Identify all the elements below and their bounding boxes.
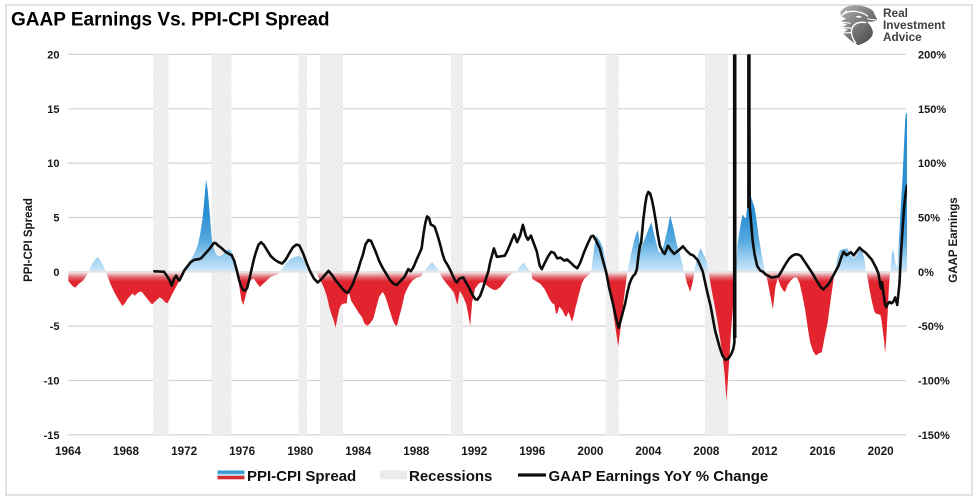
svg-text:1996: 1996 — [519, 445, 546, 458]
svg-text:2020: 2020 — [868, 445, 895, 458]
svg-text:Recessions: Recessions — [409, 468, 492, 485]
svg-text:2012: 2012 — [751, 445, 778, 458]
svg-text:100%: 100% — [918, 158, 946, 170]
svg-text:10: 10 — [47, 158, 59, 170]
svg-text:50%: 50% — [918, 213, 940, 225]
svg-text:2016: 2016 — [809, 445, 836, 458]
svg-text:150%: 150% — [918, 104, 946, 116]
svg-text:5: 5 — [53, 213, 59, 225]
svg-text:PPI-CPI Spread: PPI-CPI Spread — [23, 198, 35, 282]
svg-text:0%: 0% — [918, 267, 934, 279]
svg-text:200%: 200% — [918, 49, 946, 61]
svg-text:15: 15 — [47, 104, 59, 116]
svg-text:1984: 1984 — [345, 445, 372, 458]
svg-text:2000: 2000 — [577, 445, 604, 458]
svg-text:1992: 1992 — [461, 445, 488, 458]
svg-text:PPI-CPI Spread: PPI-CPI Spread — [247, 468, 356, 485]
svg-text:-5: -5 — [50, 321, 60, 333]
svg-text:1980: 1980 — [287, 445, 314, 458]
svg-text:1988: 1988 — [403, 445, 430, 458]
svg-text:-100%: -100% — [918, 376, 950, 388]
svg-text:1972: 1972 — [171, 445, 198, 458]
svg-text:1976: 1976 — [229, 445, 256, 458]
svg-text:2004: 2004 — [635, 445, 662, 458]
svg-text:-10: -10 — [44, 376, 60, 388]
svg-text:-15: -15 — [44, 430, 60, 442]
svg-text:Advice: Advice — [883, 30, 922, 44]
svg-text:GAAP Earnings YoY % Change: GAAP Earnings YoY % Change — [549, 468, 769, 485]
svg-text:Real: Real — [883, 6, 908, 20]
svg-text:-50%: -50% — [918, 321, 944, 333]
svg-text:GAAP Earnings: GAAP Earnings — [948, 197, 960, 282]
svg-text:0: 0 — [53, 267, 59, 279]
svg-text:Investment: Investment — [883, 18, 945, 32]
svg-text:2008: 2008 — [693, 445, 720, 458]
svg-text:-150%: -150% — [918, 430, 950, 442]
svg-text:20: 20 — [47, 49, 59, 61]
svg-text:1968: 1968 — [113, 445, 140, 458]
svg-text:1964: 1964 — [55, 445, 82, 458]
svg-text:GAAP Earnings Vs. PPI-CPI Spre: GAAP Earnings Vs. PPI-CPI Spread — [11, 10, 330, 31]
